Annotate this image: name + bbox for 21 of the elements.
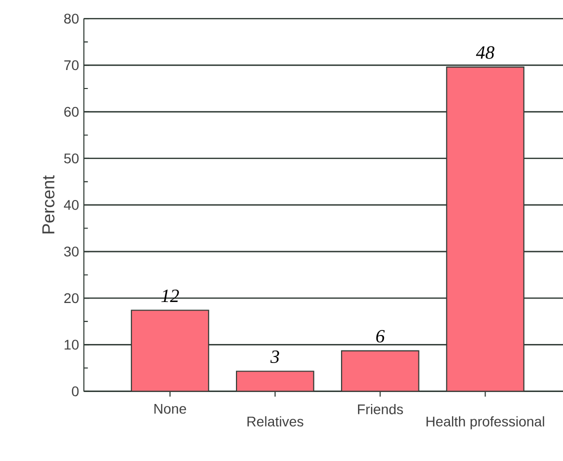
x-tick-label: Friends xyxy=(358,404,403,415)
x-tick-label: Health professional xyxy=(426,416,544,430)
annotation: 48 xyxy=(476,46,494,60)
bar xyxy=(342,351,419,392)
y-tick-label: 80 xyxy=(64,14,79,24)
y-tick-label: 40 xyxy=(64,200,79,210)
x-tick-label: Relatives xyxy=(248,416,304,427)
x-tick-label: None xyxy=(154,404,186,414)
y-tick-label: 60 xyxy=(64,107,79,117)
bar xyxy=(446,66,524,392)
bar xyxy=(236,372,314,392)
y-tick-label: 50 xyxy=(64,154,79,164)
y-tick-label: 30 xyxy=(64,246,79,257)
y-tick-label: 70 xyxy=(64,60,79,70)
y-tick-label: 0 xyxy=(72,386,79,396)
bar xyxy=(131,310,209,392)
y-tick-label: 10 xyxy=(64,340,79,350)
annotation: 6 xyxy=(376,330,385,343)
y-tick-label: 20 xyxy=(64,293,79,304)
y-axis-title: Percent xyxy=(42,176,54,234)
annotation: 3 xyxy=(270,350,280,364)
